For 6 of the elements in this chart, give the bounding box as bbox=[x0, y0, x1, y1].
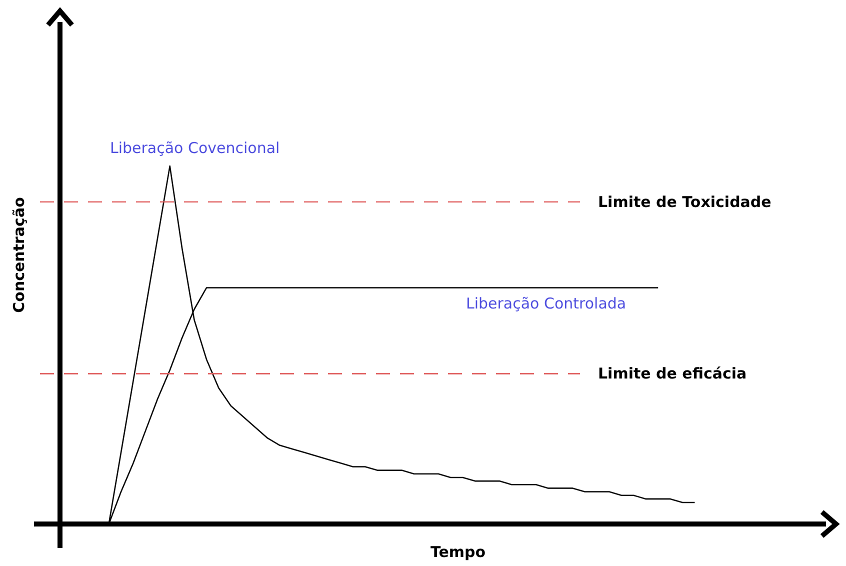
y-axis-title: Concentração bbox=[10, 197, 28, 313]
ref-line-label: Limite de eficácia bbox=[598, 364, 747, 383]
ref-line-label: Limite de Toxicidade bbox=[598, 192, 772, 211]
text: Liberação Covencional bbox=[110, 138, 280, 157]
series-label: Liberação Controlada bbox=[466, 294, 626, 313]
x-axis-title: Tempo bbox=[430, 542, 486, 561]
